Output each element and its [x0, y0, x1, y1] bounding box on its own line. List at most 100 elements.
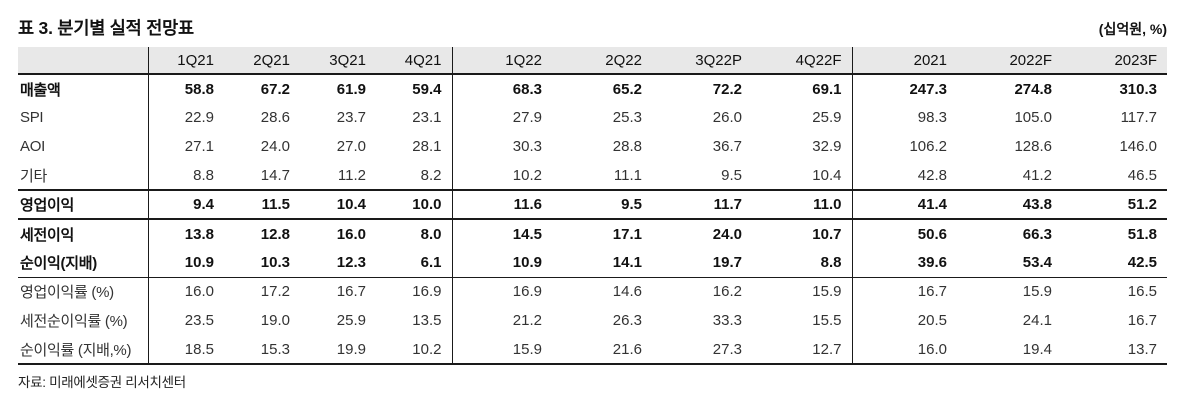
cell: 19.7 — [712, 253, 742, 271]
column-header: 1Q22 — [452, 47, 552, 74]
cell: 67.2 — [260, 80, 290, 98]
cell: 310.3 — [1119, 80, 1157, 98]
cell: 11.0 — [752, 190, 853, 219]
row-label: 세전이익 — [18, 219, 149, 248]
cell: 13.7 — [1127, 340, 1157, 358]
cell: 68.3 — [512, 80, 542, 98]
row-label: 매출액 — [18, 74, 149, 103]
cell: 16.0 — [917, 340, 947, 358]
cell: 10.9 — [184, 253, 214, 271]
cell: 42.5 — [1127, 253, 1157, 271]
cell: 10.0 — [376, 190, 453, 219]
cell: 16.7 — [336, 283, 366, 301]
cell: 28.6 — [260, 109, 290, 126]
row-label: 영업이익률 (%) — [18, 277, 149, 306]
cell: 9.5 — [721, 166, 742, 184]
cell: 10.7 — [752, 219, 853, 248]
cell: 46.5 — [1127, 166, 1157, 184]
cell: 30.3 — [512, 138, 542, 155]
cell: 22.9 — [184, 109, 214, 126]
cell: 33.3 — [712, 312, 742, 329]
table-row: 영업이익 9.4 11.5 10.4 10.0 11.6 9.5 11.7 11.0 41.4 43… — [18, 190, 1167, 219]
table-row: 세전순이익률 (%) 23.5 19.0 25.9 13.5 21.2 26.3 33.3 15… — [18, 306, 1167, 335]
cell: 16.5 — [1127, 283, 1157, 301]
cell: 105.0 — [1014, 109, 1052, 126]
cell: 6.1 — [376, 248, 453, 277]
cell: 10.2 — [376, 335, 453, 364]
cell: 106.2 — [909, 138, 947, 155]
row-label: 영업이익 — [18, 190, 149, 219]
table-row: 기타 8.8 14.7 11.2 8.2 10.2 11.1 9.5 10.4 42.8 41.2 4… — [18, 161, 1167, 190]
cell: 19.4 — [1022, 340, 1052, 358]
cell: 26.3 — [612, 312, 642, 329]
row-label: 세전순이익률 (%) — [18, 306, 149, 335]
source-note: 자료: 미래에셋증권 리서치센터 — [18, 375, 186, 390]
cell: 24.1 — [1022, 312, 1052, 329]
cell: 274.8 — [1014, 80, 1052, 98]
cell: 12.3 — [336, 253, 366, 271]
cell: 21.6 — [612, 340, 642, 358]
cell: 28.8 — [612, 138, 642, 155]
cell: 117.7 — [1120, 109, 1157, 126]
cell: 11.7 — [713, 196, 742, 213]
cell: 17.2 — [260, 283, 290, 301]
cell: 9.4 — [193, 196, 214, 213]
cell: 61.9 — [336, 80, 366, 98]
column-header: 3Q22P — [652, 47, 752, 74]
cell: 8.8 — [752, 248, 853, 277]
cell: 12.7 — [752, 335, 853, 364]
unit-label: (십억원, %) — [1098, 21, 1167, 37]
cell: 39.6 — [917, 253, 947, 271]
column-header: 2023F — [1062, 47, 1167, 74]
cell: 14.7 — [260, 166, 290, 184]
cell: 8.8 — [193, 166, 214, 184]
cell: 16.0 — [184, 283, 214, 301]
cell: 26.0 — [712, 109, 742, 126]
table-row: 매출액 58.8 67.2 61.9 59.4 68.3 65.2 72.2 69.1 247.3… — [18, 74, 1167, 103]
cell: 16.9 — [512, 283, 542, 301]
cell: 98.3 — [917, 109, 947, 126]
cell: 12.8 — [260, 225, 290, 243]
cell: 66.3 — [1022, 225, 1052, 243]
cell: 13.5 — [376, 306, 453, 335]
cell: 19.9 — [336, 340, 366, 358]
cell: 9.5 — [621, 196, 642, 213]
cell: 43.8 — [1022, 196, 1052, 213]
cell: 128.6 — [1014, 138, 1052, 155]
column-header: 4Q21 — [376, 47, 453, 74]
row-label-header — [18, 47, 149, 74]
cell: 15.3 — [260, 340, 290, 358]
header-row: 1Q21 2Q21 3Q21 4Q21 1Q22 2Q22 3Q22P 4Q22F 2021 20… — [18, 47, 1167, 74]
column-header: 1Q21 — [148, 47, 224, 74]
cell: 14.1 — [612, 253, 642, 271]
cell: 146.0 — [1119, 138, 1157, 155]
column-header: 2021 — [852, 47, 957, 74]
cell: 8.0 — [376, 219, 453, 248]
cell: 21.2 — [512, 312, 542, 329]
cell: 41.4 — [917, 196, 947, 213]
cell: 20.5 — [917, 312, 947, 329]
table-title: 표 3. 분기별 실적 전망표 — [18, 18, 194, 38]
column-header: 2Q21 — [224, 47, 300, 74]
cell: 23.1 — [376, 103, 453, 132]
cell: 11.2 — [337, 166, 366, 184]
cell: 19.0 — [260, 312, 290, 329]
cell: 8.2 — [376, 161, 453, 190]
quarterly-forecast-table: 1Q21 2Q21 3Q21 4Q21 1Q22 2Q22 3Q22P 4Q22F 2021 20… — [18, 47, 1167, 365]
cell: 65.2 — [612, 80, 642, 98]
row-label: 순이익(지배) — [18, 248, 149, 277]
cell: 23.5 — [184, 312, 214, 329]
table-row: AOI 27.1 24.0 27.0 28.1 30.3 28.8 36.7 32.9 106.2… — [18, 132, 1167, 161]
cell: 23.7 — [336, 109, 366, 126]
cell: 13.8 — [184, 225, 214, 243]
cell: 247.3 — [909, 80, 947, 98]
cell: 58.8 — [184, 80, 214, 98]
table-row: SPI 22.9 28.6 23.7 23.1 27.9 25.3 26.0 25.9 98.3 1… — [18, 103, 1167, 132]
cell: 27.9 — [512, 109, 542, 126]
cell: 59.4 — [376, 74, 453, 103]
cell: 24.0 — [712, 225, 742, 243]
table-row: 순이익(지배) 10.9 10.3 12.3 6.1 10.9 14.1 19.7 8.8 39.… — [18, 248, 1167, 277]
cell: 36.7 — [712, 138, 742, 155]
cell: 10.2 — [512, 166, 542, 184]
cell: 14.6 — [612, 283, 642, 301]
